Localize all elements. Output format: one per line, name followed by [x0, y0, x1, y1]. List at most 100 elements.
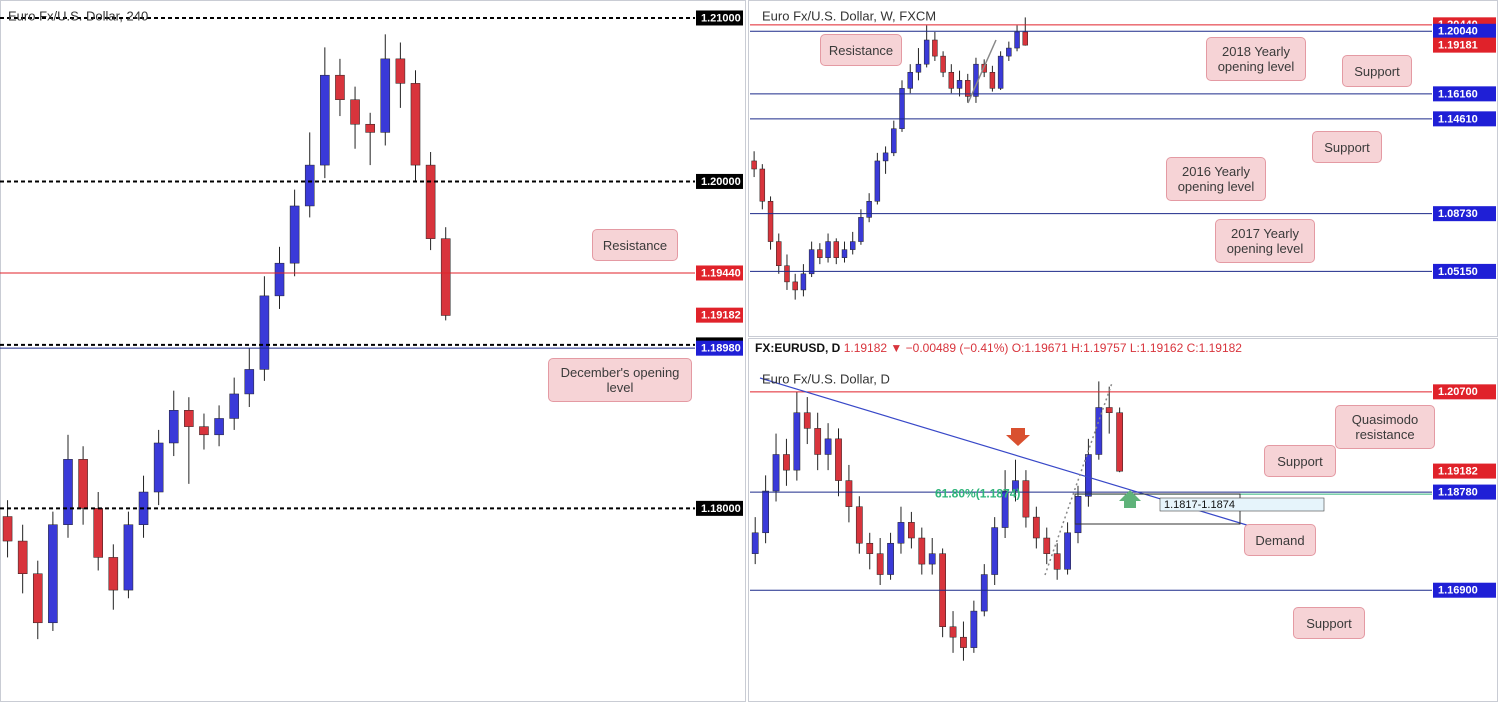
candle-body — [762, 490, 769, 534]
candle-body — [882, 152, 889, 162]
candle-body — [1032, 516, 1040, 539]
candle-body — [425, 164, 436, 239]
price-box-label: 1.20000 — [701, 176, 741, 188]
candle-body — [153, 442, 164, 493]
candle-body — [759, 168, 766, 202]
symbol: FX:EURUSD, D — [755, 341, 841, 355]
price-box — [1433, 484, 1496, 500]
candle-body — [2, 516, 13, 542]
candle-body — [1085, 454, 1092, 497]
price-box-label: 1.14610 — [1438, 113, 1478, 125]
price-box-label: 1.19181 — [1438, 40, 1478, 52]
callout: Resistance — [592, 229, 678, 261]
callout: Support — [1342, 55, 1412, 87]
chart-title: Euro Fx/U.S. Dollar, W, FXCM — [762, 8, 936, 23]
candle-body — [380, 58, 391, 133]
candle-body — [960, 636, 967, 648]
candle-body — [1012, 480, 1019, 492]
candle-body — [78, 459, 88, 509]
candle-body — [948, 71, 955, 89]
candle-body — [229, 393, 239, 419]
candle-body — [350, 99, 360, 125]
callout: Support — [1293, 607, 1365, 639]
price-box — [1433, 263, 1496, 279]
candle-body — [793, 412, 801, 471]
high: H:1.19757 — [1071, 341, 1127, 355]
candle-body — [751, 532, 759, 554]
candle-body — [1053, 553, 1061, 570]
candle-body — [395, 58, 406, 84]
callout: Quasimodo resistance — [1335, 405, 1435, 449]
candle-body — [932, 39, 938, 57]
candle-body — [965, 80, 971, 97]
candle-body — [899, 88, 905, 129]
callout: Support — [1312, 131, 1382, 163]
candle-body — [289, 205, 300, 264]
candle-body — [997, 55, 1004, 89]
candle-body — [833, 241, 839, 258]
candle-body — [783, 454, 790, 471]
price-box — [696, 340, 743, 356]
price-box — [1433, 206, 1496, 222]
candle-body — [1064, 532, 1071, 570]
candle-body — [989, 71, 996, 89]
candle-body — [32, 573, 43, 624]
candle-body — [817, 249, 823, 258]
candle-body — [970, 610, 978, 648]
price-box — [696, 500, 743, 516]
candle-body — [1022, 31, 1028, 46]
candle-body — [1022, 480, 1030, 518]
candle-body — [304, 164, 315, 207]
price-box-label: 1.18000 — [701, 503, 741, 515]
candle-body — [792, 281, 798, 291]
price-box-label: 1.21000 — [701, 12, 741, 24]
price-box — [1433, 111, 1496, 127]
up-arrow — [1119, 490, 1141, 508]
candle-body — [891, 128, 897, 154]
price-box-label: 1.19440 — [701, 267, 741, 279]
dotted-line — [1044, 382, 1113, 576]
candle-body — [184, 410, 194, 427]
text-layer: Euro Fx/U.S. Dollar, 240 Euro Fx/U.S. Do… — [8, 8, 1496, 598]
price-box — [696, 265, 743, 281]
candle-body — [907, 71, 913, 89]
candle-body — [335, 74, 345, 100]
candle-body — [808, 249, 815, 275]
chart-title: Euro Fx/U.S. Dollar, D — [762, 371, 890, 386]
candle-body — [199, 426, 209, 436]
down-arrow — [1006, 428, 1030, 446]
chart-title: Euro Fx/U.S. Dollar, 240 — [8, 8, 148, 23]
price-box — [1433, 384, 1496, 400]
candle-body — [784, 265, 790, 283]
close: C:1.19182 — [1187, 341, 1243, 355]
price-box-label: 1.20700 — [1438, 386, 1478, 398]
callout: December's opening level — [548, 358, 692, 402]
candle-body — [1043, 537, 1051, 554]
candle-body — [410, 83, 421, 166]
candle-body — [93, 508, 103, 558]
candle-body — [274, 262, 285, 297]
candle-body — [915, 63, 922, 73]
candle-body — [849, 241, 856, 250]
candle-body — [440, 238, 451, 316]
candle-body — [858, 217, 864, 242]
candle-body — [1014, 31, 1020, 49]
candle-body — [855, 506, 863, 544]
price-box-label: 1.16900 — [1438, 585, 1478, 597]
candle-body — [1006, 47, 1012, 57]
candle-body — [825, 241, 831, 258]
candle-body — [48, 524, 58, 624]
candle-body — [1116, 412, 1124, 472]
symbol-header: FX:EURUSD, D 1.19182 ▼ −0.00489 (−0.41%)… — [755, 341, 1242, 355]
price-box-label: 1.19182 — [701, 310, 741, 322]
price-box-label: 1.05150 — [1438, 266, 1478, 278]
marks-layer — [0, 16, 1432, 661]
callout: 2017 Yearly opening level — [1215, 219, 1315, 263]
candle-body — [1095, 407, 1103, 455]
panel-frame — [0, 0, 746, 702]
candle-body — [940, 55, 946, 73]
candle-body — [980, 574, 988, 612]
callout: Demand — [1244, 524, 1316, 556]
callout: Support — [1264, 445, 1336, 477]
